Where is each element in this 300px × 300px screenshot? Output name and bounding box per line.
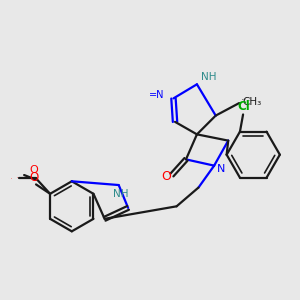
Text: NH: NH <box>201 72 217 82</box>
Text: O: O <box>30 165 39 175</box>
Text: =N: =N <box>149 90 165 100</box>
Text: Cl: Cl <box>237 100 250 113</box>
Text: CH₃: CH₃ <box>243 97 262 106</box>
Text: NH: NH <box>112 189 128 199</box>
Text: N: N <box>217 164 225 174</box>
Text: O: O <box>29 171 38 184</box>
Text: O: O <box>17 177 18 178</box>
Text: methyl: methyl <box>242 99 247 100</box>
Text: O: O <box>161 170 171 183</box>
Text: O: O <box>11 178 12 179</box>
Text: methyl: methyl <box>247 99 252 101</box>
